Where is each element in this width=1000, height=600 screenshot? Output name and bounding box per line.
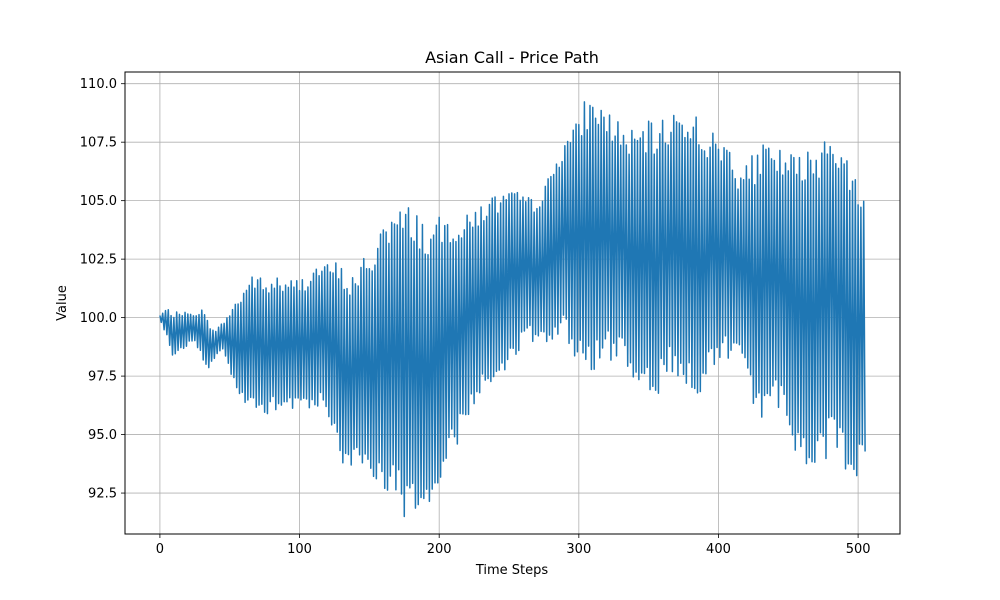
series-group xyxy=(159,101,866,518)
y-tick-label: 105.0 xyxy=(80,194,117,209)
x-tick-label: 300 xyxy=(566,542,591,557)
x-tick-label: 0 xyxy=(156,542,164,557)
x-tick-label: 500 xyxy=(846,542,871,557)
x-axis-label: Time Steps xyxy=(475,563,549,578)
y-tick-label: 92.5 xyxy=(88,487,117,502)
y-tick-label: 97.5 xyxy=(88,370,117,385)
x-tick-label: 100 xyxy=(287,542,312,557)
x-tick-label: 400 xyxy=(706,542,731,557)
y-tick-label: 102.5 xyxy=(80,253,117,268)
y-tick-label: 110.0 xyxy=(80,77,117,92)
x-axis-ticks: 0 100 200 300 400 500 xyxy=(156,534,871,557)
x-tick-label: 200 xyxy=(427,542,452,557)
y-axis-label: Value xyxy=(55,285,70,321)
price-path-line xyxy=(159,101,866,518)
y-tick-label: 107.5 xyxy=(80,136,117,151)
y-tick-label: 100.0 xyxy=(80,311,117,326)
chart-title: Asian Call - Price Path xyxy=(425,48,599,67)
plot-frame xyxy=(124,71,901,535)
y-tick-label: 95.0 xyxy=(88,428,117,443)
y-axis-ticks: 92.5 95.0 97.5 100.0 102.5 105.0 107.5 110.0 xyxy=(80,77,125,502)
